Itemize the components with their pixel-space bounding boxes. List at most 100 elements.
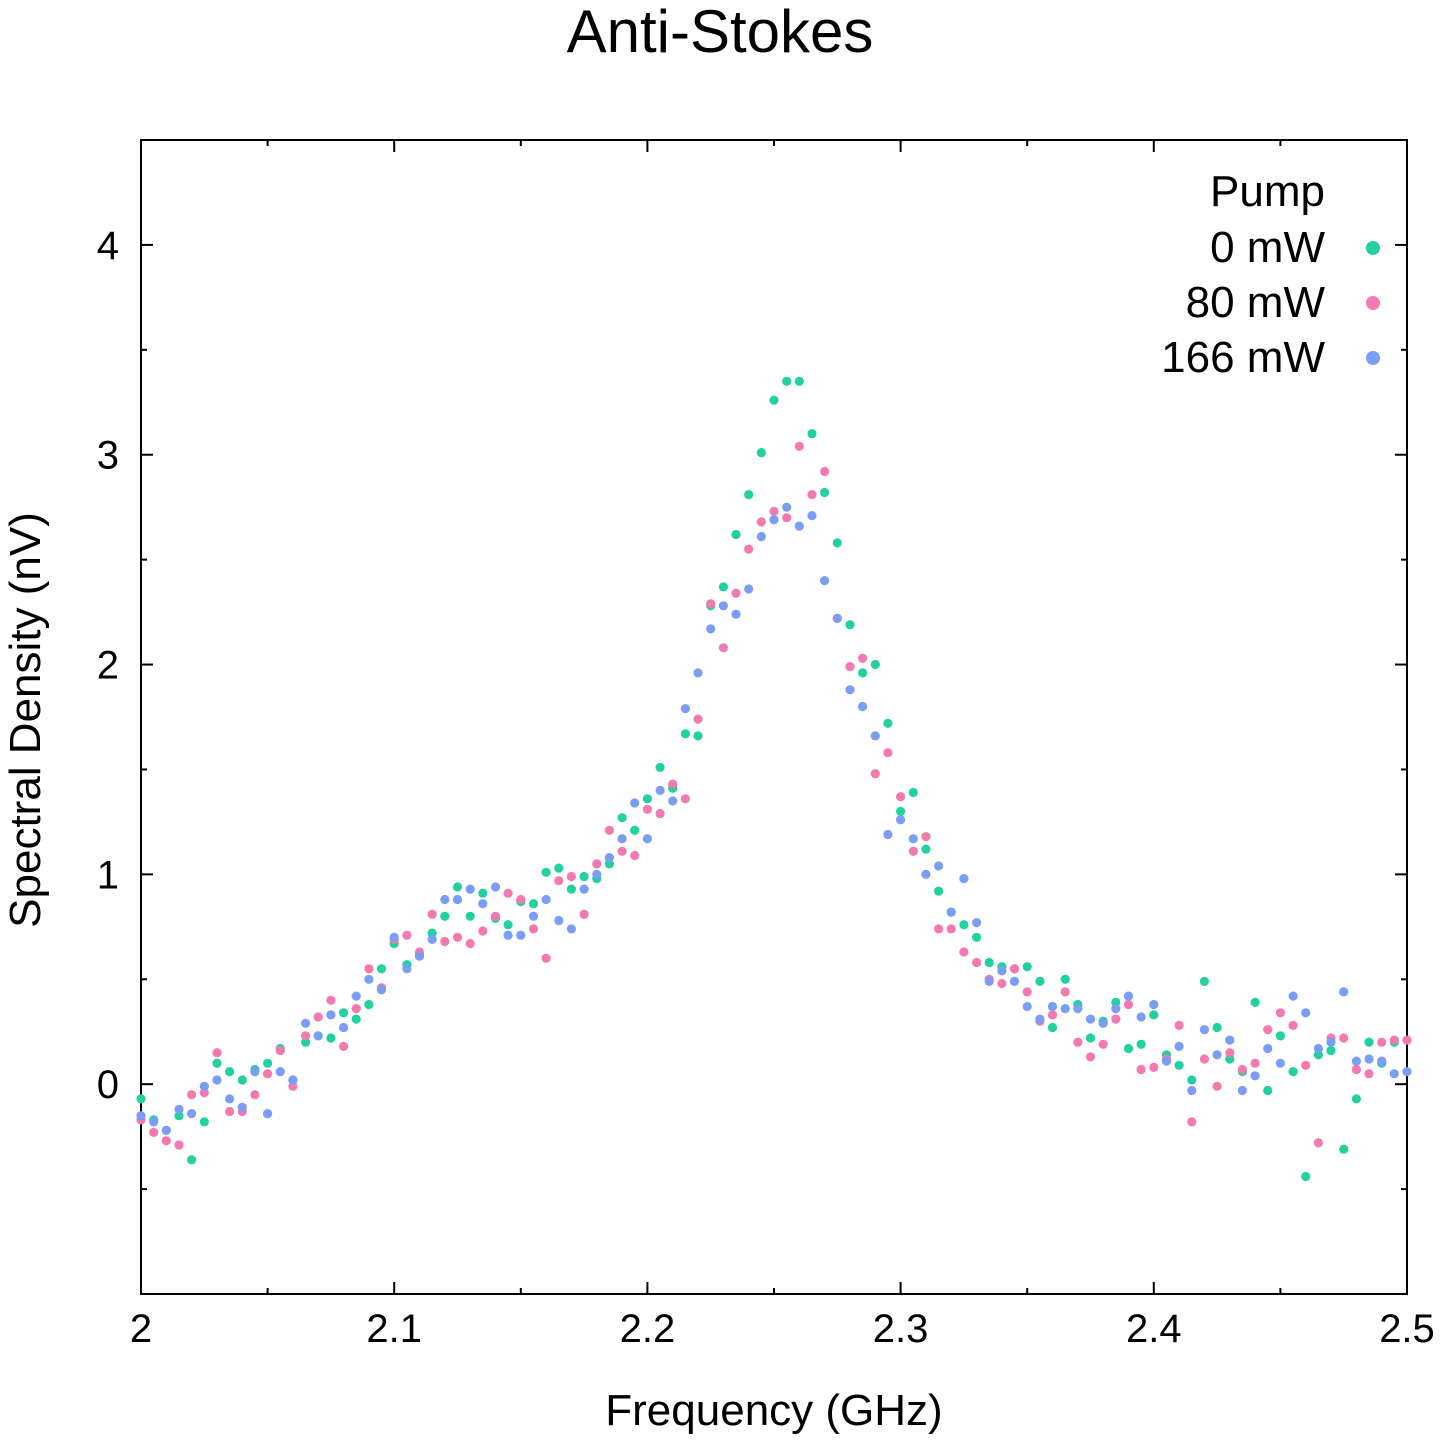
y-tick-label: 0 xyxy=(97,1063,119,1107)
data-point xyxy=(351,1014,361,1024)
data-point xyxy=(1212,1022,1222,1033)
data-point xyxy=(617,813,627,823)
data-point xyxy=(1250,1058,1260,1068)
data-point xyxy=(680,704,691,714)
data-point xyxy=(845,662,855,672)
data-point xyxy=(832,538,842,548)
data-point xyxy=(225,1067,235,1077)
data-point xyxy=(225,1094,235,1104)
data-point xyxy=(161,1125,171,1135)
data-point xyxy=(1212,1081,1222,1091)
data-points xyxy=(136,376,1412,1182)
data-point xyxy=(1187,1117,1197,1127)
data-point xyxy=(136,1111,146,1121)
data-point xyxy=(1022,962,1032,972)
data-point xyxy=(1351,1094,1361,1104)
data-point xyxy=(731,609,741,619)
legend-marker xyxy=(1366,351,1380,365)
data-point xyxy=(237,1075,247,1085)
data-point xyxy=(921,869,931,880)
data-point xyxy=(212,1048,222,1058)
data-point xyxy=(946,907,956,917)
data-point xyxy=(858,653,868,663)
data-point xyxy=(630,798,640,808)
data-point xyxy=(541,894,551,905)
data-point xyxy=(1225,1054,1235,1064)
data-point xyxy=(339,1041,349,1051)
data-point xyxy=(1389,1069,1399,1079)
data-point xyxy=(1098,1039,1108,1049)
data-point xyxy=(807,429,817,439)
data-point xyxy=(566,924,577,934)
data-point xyxy=(1364,1069,1374,1079)
data-point xyxy=(883,829,893,840)
data-point xyxy=(554,863,564,873)
data-point xyxy=(1389,1035,1399,1045)
data-point xyxy=(1111,1014,1121,1024)
data-point xyxy=(782,502,792,512)
data-point xyxy=(1060,1004,1070,1014)
data-point xyxy=(1339,1144,1349,1154)
data-point xyxy=(908,846,918,856)
data-point xyxy=(351,1004,361,1014)
data-point xyxy=(693,714,703,724)
data-point xyxy=(326,1010,336,1020)
data-point xyxy=(1123,999,1134,1010)
data-point xyxy=(604,825,615,835)
data-point xyxy=(921,844,931,854)
data-point xyxy=(579,909,589,919)
data-point xyxy=(1301,1060,1311,1070)
chart-title: Anti-Stokes xyxy=(567,0,874,65)
data-point xyxy=(756,448,766,458)
data-point xyxy=(1275,1058,1285,1068)
data-point xyxy=(642,834,653,844)
y-axis-label: Spectral Density (nV) xyxy=(1,512,50,928)
data-point xyxy=(301,1018,311,1028)
data-point xyxy=(465,939,475,949)
data-point xyxy=(1237,1085,1247,1096)
x-tick-label: 2.4 xyxy=(1126,1307,1182,1351)
data-point xyxy=(541,953,551,963)
data-point xyxy=(908,787,918,798)
data-point xyxy=(718,582,729,592)
data-point xyxy=(402,964,412,974)
x-tick-label: 2 xyxy=(130,1307,152,1351)
axis-ticks: 2 2.1 2.2 2.3 2.4 2.5 0 1 2 3 4 xyxy=(97,139,1435,1351)
data-point xyxy=(263,1109,273,1119)
data-point xyxy=(516,894,526,905)
data-point xyxy=(1149,1062,1159,1072)
data-point xyxy=(1022,1001,1032,1012)
data-point xyxy=(946,924,956,934)
data-point xyxy=(212,1058,222,1068)
data-point xyxy=(820,576,830,586)
data-point xyxy=(187,1090,197,1100)
data-point xyxy=(339,1008,349,1018)
x-axis-label: Frequency (GHz) xyxy=(605,1386,942,1435)
data-point xyxy=(1098,1018,1108,1028)
data-point xyxy=(870,731,880,741)
data-point xyxy=(187,1109,197,1119)
data-point xyxy=(1060,987,1070,997)
data-point xyxy=(592,869,602,880)
data-point xyxy=(1250,1071,1260,1081)
data-point xyxy=(579,871,589,882)
data-point xyxy=(883,718,893,728)
data-point xyxy=(326,1033,336,1043)
data-point xyxy=(1047,1001,1058,1012)
data-point xyxy=(769,395,779,405)
data-point xyxy=(592,859,602,869)
data-point xyxy=(364,974,374,984)
data-point xyxy=(630,825,640,835)
data-point xyxy=(263,1069,273,1079)
data-point xyxy=(1364,1054,1374,1064)
y-tick-label: 2 xyxy=(97,644,119,688)
data-point xyxy=(1288,1067,1298,1077)
data-point xyxy=(858,701,868,712)
data-point xyxy=(1351,1056,1361,1066)
data-point xyxy=(478,926,488,936)
data-point xyxy=(680,729,691,739)
data-point xyxy=(288,1081,298,1091)
data-point xyxy=(528,924,539,934)
data-point xyxy=(845,685,855,695)
data-point xyxy=(1085,1052,1096,1062)
